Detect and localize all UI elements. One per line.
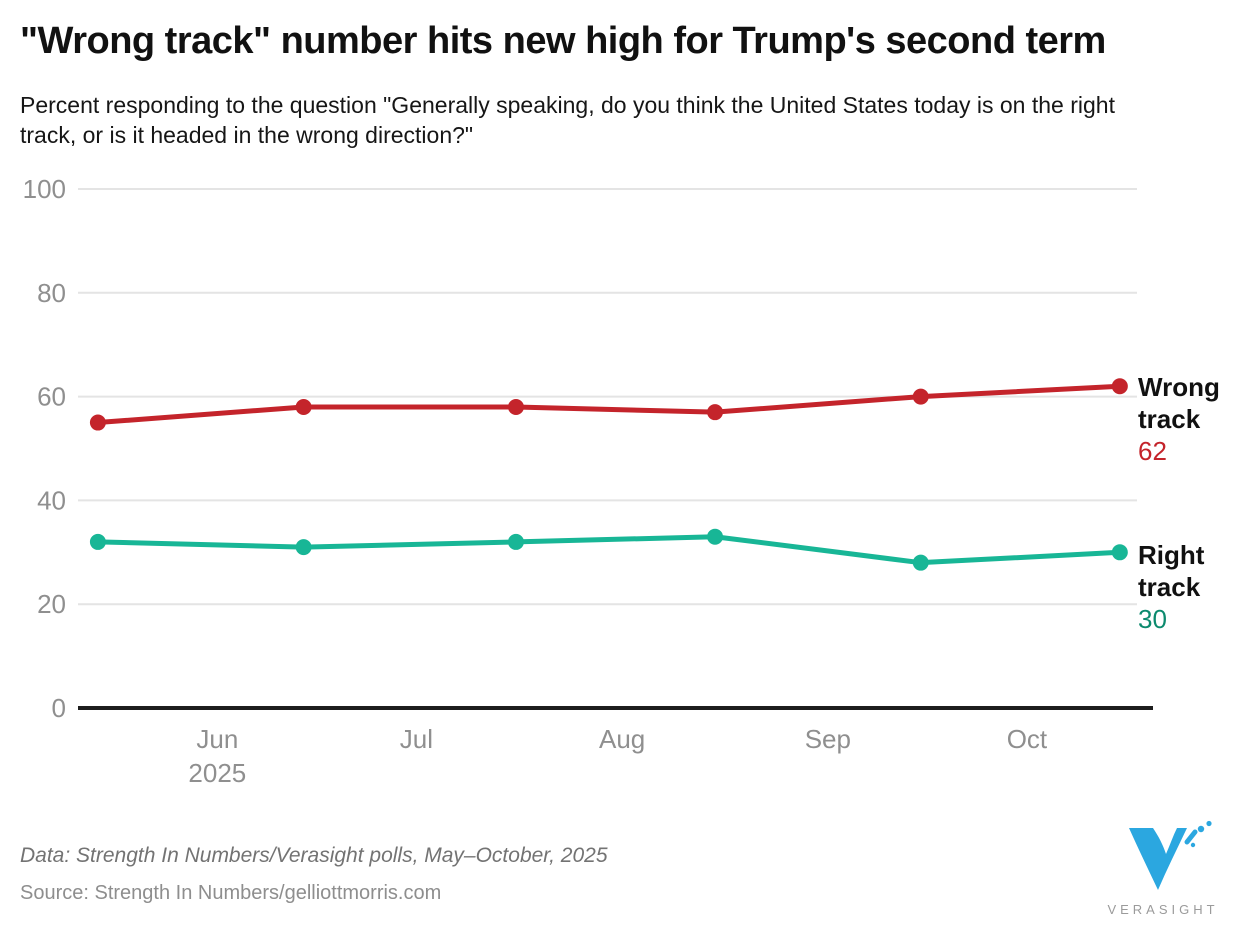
y-tick-label: 80 <box>37 278 66 308</box>
series-value-right-track: 30 <box>1138 604 1167 634</box>
comet-dash <box>1184 829 1198 845</box>
data-point-wrong-track <box>1111 378 1128 395</box>
data-note: Data: Strength In Numbers/Verasight poll… <box>20 844 608 867</box>
data-point-wrong-track <box>89 414 106 431</box>
x-tick-sublabel: 2025 <box>188 758 246 788</box>
y-tick-label: 40 <box>37 485 66 515</box>
x-tick-label: Jun <box>196 724 238 754</box>
verasight-v-icon <box>1129 820 1212 890</box>
data-point-right-track <box>507 533 524 550</box>
x-tick-label: Jul <box>400 724 433 754</box>
series-line-right-track <box>95 534 1123 566</box>
source-note: Source: Strength In Numbers/gelliottmorr… <box>20 882 442 904</box>
line-chart: 0 20 40 60 80 100 Jun 2025 Jul Aug Sep Oct <box>23 174 1153 788</box>
data-point-wrong-track <box>507 398 524 415</box>
data-point-wrong-track <box>912 388 929 405</box>
x-tick-label: Sep <box>805 724 851 754</box>
series-name-wrong-track: Wrong track <box>1138 372 1220 434</box>
data-point-right-track <box>89 533 106 550</box>
comet-dot <box>1206 820 1212 827</box>
chart-subtitle: Percent responding to the question "Gene… <box>20 92 1115 149</box>
chart-title: "Wrong track" number hits new high for T… <box>20 20 1106 62</box>
y-tick-label: 20 <box>37 589 66 619</box>
series-label-wrong-track: Wrong track 62 <box>1138 371 1236 467</box>
y-tick-label: 60 <box>37 382 66 412</box>
series-value-wrong-track: 62 <box>1138 436 1167 466</box>
v-mark <box>1129 828 1187 890</box>
data-point-right-track <box>707 528 724 545</box>
y-tick-label: 100 <box>23 174 66 204</box>
data-point-right-track <box>1111 544 1128 561</box>
series-name-right-track: Right track <box>1138 540 1205 602</box>
data-point-right-track <box>295 539 312 556</box>
data-point-wrong-track <box>295 398 312 415</box>
data-point-right-track <box>912 554 929 571</box>
comet-dot <box>1190 842 1196 848</box>
series-label-right-track: Right track 30 <box>1138 539 1236 635</box>
series-line-wrong-track <box>95 383 1123 426</box>
verasight-logo: VERASIGHT <box>1104 820 1222 917</box>
data-point-wrong-track <box>707 404 724 421</box>
y-tick-label: 0 <box>52 693 66 723</box>
x-tick-label: Oct <box>1007 724 1048 754</box>
verasight-logo-text: VERASIGHT <box>1107 902 1219 917</box>
comet-dot <box>1197 825 1205 833</box>
x-tick-label: Aug <box>599 724 645 754</box>
